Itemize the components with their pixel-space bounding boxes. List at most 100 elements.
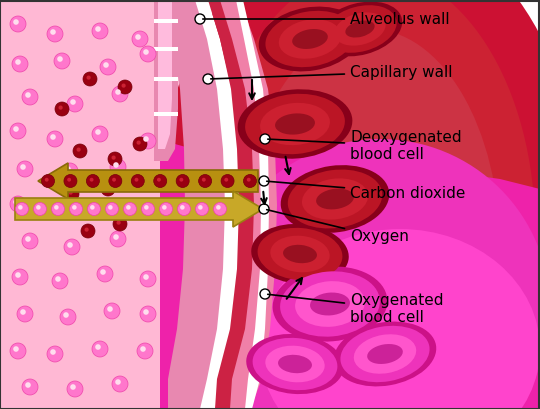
Circle shape: [86, 175, 99, 187]
Circle shape: [81, 224, 95, 238]
Circle shape: [10, 123, 26, 139]
Circle shape: [135, 34, 141, 40]
Circle shape: [58, 106, 63, 110]
Circle shape: [143, 274, 149, 280]
Circle shape: [45, 178, 49, 182]
Polygon shape: [154, 19, 178, 23]
Circle shape: [198, 205, 202, 210]
Circle shape: [113, 234, 119, 240]
Circle shape: [259, 176, 269, 186]
Circle shape: [247, 178, 251, 182]
Circle shape: [101, 182, 115, 196]
Circle shape: [70, 202, 83, 216]
Circle shape: [157, 178, 161, 182]
Circle shape: [86, 76, 91, 80]
Ellipse shape: [346, 20, 375, 38]
Circle shape: [144, 205, 148, 210]
Ellipse shape: [323, 5, 397, 53]
Circle shape: [50, 29, 56, 35]
Circle shape: [33, 202, 46, 216]
Ellipse shape: [0, 0, 265, 409]
Ellipse shape: [318, 2, 402, 56]
Text: Deoxygenated
blood cell: Deoxygenated blood cell: [268, 130, 462, 162]
Ellipse shape: [265, 346, 325, 382]
Circle shape: [115, 89, 121, 95]
Circle shape: [92, 341, 108, 357]
Circle shape: [137, 141, 141, 145]
Circle shape: [140, 46, 156, 62]
Circle shape: [112, 376, 128, 392]
Circle shape: [105, 186, 109, 190]
Circle shape: [63, 312, 69, 318]
Circle shape: [112, 178, 116, 182]
Circle shape: [137, 343, 153, 359]
Circle shape: [143, 136, 149, 142]
Circle shape: [154, 175, 167, 187]
Circle shape: [107, 306, 113, 312]
Polygon shape: [195, 0, 240, 409]
Circle shape: [55, 204, 61, 210]
Circle shape: [20, 309, 26, 315]
Circle shape: [42, 175, 55, 187]
Polygon shape: [236, 0, 269, 409]
Circle shape: [22, 233, 38, 249]
Circle shape: [260, 134, 270, 144]
Circle shape: [52, 201, 68, 217]
Ellipse shape: [334, 12, 386, 46]
Circle shape: [202, 178, 206, 182]
Circle shape: [140, 271, 156, 287]
Ellipse shape: [302, 178, 368, 220]
Circle shape: [60, 309, 76, 325]
Ellipse shape: [316, 189, 354, 209]
Circle shape: [260, 289, 270, 299]
Circle shape: [92, 126, 108, 142]
Circle shape: [134, 178, 138, 182]
Ellipse shape: [275, 113, 315, 135]
Circle shape: [199, 175, 212, 187]
Circle shape: [12, 269, 28, 285]
Polygon shape: [208, 0, 265, 409]
Circle shape: [62, 163, 78, 179]
Circle shape: [73, 144, 87, 158]
Circle shape: [77, 148, 80, 152]
Circle shape: [95, 344, 101, 350]
Ellipse shape: [245, 94, 345, 154]
Circle shape: [13, 199, 19, 205]
Circle shape: [64, 239, 80, 255]
Circle shape: [16, 202, 29, 216]
Polygon shape: [158, 0, 172, 149]
Circle shape: [100, 199, 116, 215]
Circle shape: [103, 62, 109, 68]
Circle shape: [110, 231, 126, 247]
Circle shape: [55, 276, 61, 282]
Circle shape: [25, 382, 31, 388]
Circle shape: [100, 269, 106, 275]
Ellipse shape: [279, 19, 341, 59]
Circle shape: [162, 205, 167, 210]
Circle shape: [108, 205, 113, 210]
Text: Alveolus wall: Alveolus wall: [203, 11, 450, 27]
Circle shape: [47, 346, 63, 362]
Polygon shape: [160, 99, 540, 409]
Circle shape: [70, 384, 76, 390]
Circle shape: [67, 242, 73, 248]
Circle shape: [13, 126, 19, 132]
Polygon shape: [220, 0, 277, 409]
Circle shape: [69, 191, 73, 195]
Ellipse shape: [238, 89, 353, 159]
Ellipse shape: [273, 266, 387, 342]
Circle shape: [95, 26, 101, 32]
Circle shape: [224, 178, 228, 182]
Circle shape: [10, 343, 26, 359]
Circle shape: [143, 49, 149, 55]
Ellipse shape: [334, 321, 436, 387]
Circle shape: [13, 346, 19, 352]
Ellipse shape: [210, 139, 540, 409]
Ellipse shape: [260, 103, 330, 145]
Circle shape: [110, 159, 126, 175]
Ellipse shape: [271, 236, 330, 272]
Circle shape: [12, 56, 28, 72]
Circle shape: [13, 19, 19, 25]
Circle shape: [92, 23, 108, 39]
Ellipse shape: [259, 7, 361, 72]
